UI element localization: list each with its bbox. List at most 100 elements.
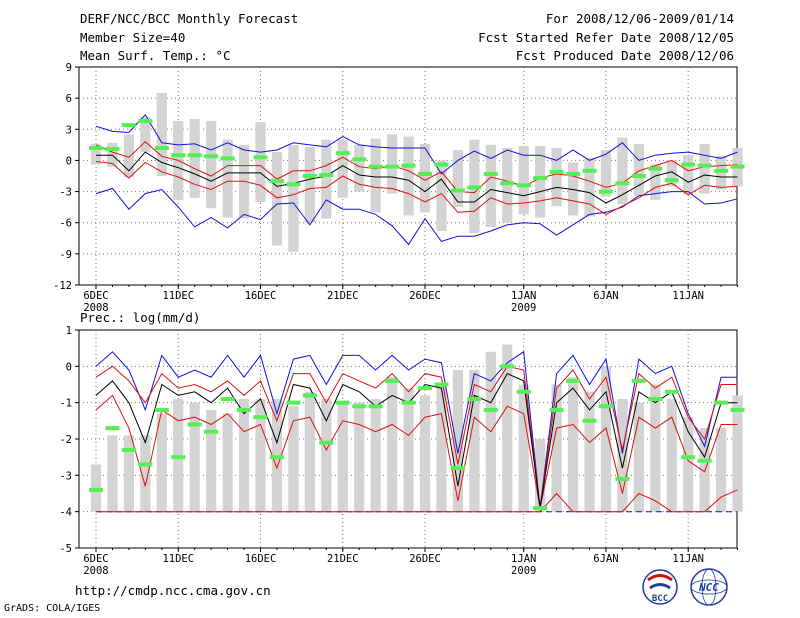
prec-median-marker bbox=[187, 422, 202, 427]
prec-box bbox=[469, 369, 480, 512]
prec-median-marker bbox=[237, 407, 252, 412]
temp-mean-line bbox=[96, 151, 738, 204]
prec-box bbox=[436, 384, 447, 512]
temp-box bbox=[617, 137, 628, 205]
temp-ytick-label: -12 bbox=[53, 280, 72, 292]
temp-max-line bbox=[95, 113, 738, 175]
prec-box bbox=[716, 428, 727, 512]
prec-ytick-label: 0 bbox=[66, 361, 72, 373]
temp-box bbox=[485, 144, 496, 227]
agency-logos: BCC NCC bbox=[642, 568, 728, 606]
temp-std-lower-line bbox=[95, 161, 738, 215]
prec-box bbox=[403, 388, 414, 512]
temp-box bbox=[206, 120, 217, 209]
temp-box bbox=[683, 155, 694, 195]
prec-median-marker bbox=[121, 447, 136, 452]
prec-median-marker bbox=[566, 378, 581, 383]
temp-box bbox=[633, 143, 644, 196]
temp-median-marker bbox=[483, 171, 498, 176]
temp-std-upper-line bbox=[95, 141, 738, 194]
temp-box bbox=[321, 139, 332, 219]
prec-mean-line bbox=[95, 372, 738, 509]
temp-xtick-year: 2008 bbox=[83, 302, 108, 314]
temp-median-marker bbox=[204, 154, 219, 159]
temp-box bbox=[222, 139, 233, 218]
prec-box bbox=[535, 439, 546, 512]
prec-ytick-label: -5 bbox=[59, 543, 72, 555]
ncc-logo-text: NCC bbox=[698, 581, 719, 594]
prec-median-marker bbox=[516, 389, 531, 394]
temp-xtick-label: 11JAN bbox=[672, 290, 704, 302]
temp-box bbox=[502, 147, 513, 223]
prec-box bbox=[107, 435, 118, 512]
prec-median-marker bbox=[204, 429, 219, 434]
prec-xtick-label: 1JAN bbox=[511, 553, 536, 565]
prec-xtick-label: 11DEC bbox=[162, 553, 194, 565]
prec-xtick-label: 21DEC bbox=[327, 553, 359, 565]
prec-xtick-year: 2008 bbox=[83, 565, 108, 577]
prec-box bbox=[732, 395, 743, 512]
temp-box bbox=[666, 160, 677, 187]
prec-median-marker bbox=[105, 426, 120, 431]
temp-median-marker bbox=[121, 123, 136, 128]
grads-credit: GrADS: COLA/IGES bbox=[4, 603, 101, 614]
temp-median-marker bbox=[598, 189, 613, 194]
temp-box bbox=[304, 146, 315, 223]
temp-median-marker bbox=[385, 164, 400, 169]
temp-median-marker bbox=[533, 176, 548, 181]
prec-median-marker bbox=[352, 404, 367, 409]
prec-box bbox=[502, 344, 513, 512]
prec-std-upper-line bbox=[95, 365, 738, 509]
prec-box bbox=[600, 366, 612, 512]
temp-median-marker bbox=[154, 145, 169, 150]
temp-xtick-label: 16DEC bbox=[245, 290, 277, 302]
prec-box bbox=[354, 402, 365, 512]
temp-median-marker bbox=[681, 162, 696, 167]
temp-box bbox=[699, 143, 710, 194]
temp-median-marker bbox=[368, 164, 383, 169]
prec-median-marker bbox=[681, 455, 696, 460]
prec-box bbox=[584, 391, 595, 512]
temp-box bbox=[370, 138, 381, 213]
bcc-logo: BCC bbox=[642, 569, 678, 605]
prec-box bbox=[123, 435, 134, 512]
temp-xtick-label: 1JAN bbox=[511, 290, 536, 302]
temp-box bbox=[90, 143, 102, 165]
temp-box bbox=[354, 144, 365, 192]
prec-median-marker bbox=[648, 397, 663, 402]
temp-ytick-label: -3 bbox=[59, 187, 72, 199]
temp-median-marker bbox=[516, 183, 531, 188]
temp-median-marker bbox=[105, 147, 120, 152]
temp-median-marker bbox=[648, 166, 663, 171]
temp-box bbox=[716, 156, 727, 190]
prec-box bbox=[683, 417, 694, 512]
temp-xtick-label: 6JAN bbox=[593, 290, 618, 302]
temp-box bbox=[271, 152, 283, 246]
temp-box bbox=[567, 162, 579, 216]
prec-box bbox=[387, 377, 398, 512]
prec-median-marker bbox=[582, 418, 597, 423]
prec-median-marker bbox=[368, 404, 383, 409]
prec-median-marker bbox=[253, 415, 268, 420]
prec-median-marker bbox=[418, 386, 432, 391]
member-size-label: Member Size=40 bbox=[80, 30, 186, 45]
temp-median-marker bbox=[615, 181, 630, 186]
temp-median-marker bbox=[171, 153, 186, 158]
prec-box bbox=[518, 384, 529, 512]
temp-median-marker bbox=[286, 182, 301, 187]
prec-xtick-label: 16DEC bbox=[245, 553, 277, 565]
precip-panel-title: Prec.: log(mm/d) bbox=[80, 310, 200, 325]
prec-median-marker bbox=[434, 382, 449, 387]
temp-box bbox=[419, 143, 431, 213]
prec-ytick-label: -4 bbox=[59, 507, 72, 519]
prec-xtick-label: 26DEC bbox=[409, 553, 441, 565]
source-url[interactable]: http://cmdp.ncc.cma.gov.cn bbox=[75, 583, 271, 598]
temp-box bbox=[535, 145, 546, 218]
prec-median-marker bbox=[171, 455, 186, 460]
prec-median-marker bbox=[154, 407, 169, 412]
prec-box bbox=[666, 399, 677, 512]
temp-median-marker bbox=[730, 164, 745, 169]
prec-box bbox=[650, 384, 661, 512]
prec-median-marker bbox=[549, 407, 564, 412]
temp-median-marker bbox=[401, 163, 416, 168]
